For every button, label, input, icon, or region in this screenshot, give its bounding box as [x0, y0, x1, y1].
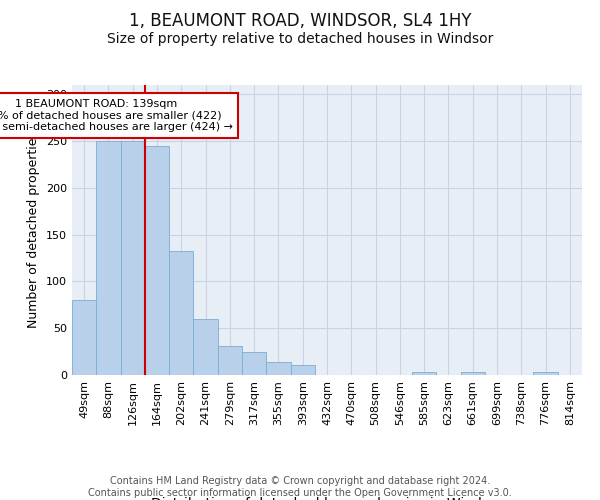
- X-axis label: Distribution of detached houses by size in Windsor: Distribution of detached houses by size …: [151, 497, 503, 500]
- Text: Contains HM Land Registry data © Crown copyright and database right 2024.
Contai: Contains HM Land Registry data © Crown c…: [88, 476, 512, 498]
- Bar: [169, 250, 193, 375]
- Y-axis label: Number of detached properties: Number of detached properties: [28, 132, 40, 328]
- Bar: [242, 352, 266, 375]
- Text: 1 BEAUMONT ROAD: 139sqm
← 50% of detached houses are smaller (422)
50% of semi-d: 1 BEAUMONT ROAD: 139sqm ← 50% of detache…: [0, 99, 233, 132]
- Bar: [72, 300, 96, 375]
- Bar: [533, 372, 558, 375]
- Bar: [121, 141, 145, 375]
- Bar: [218, 346, 242, 375]
- Bar: [96, 141, 121, 375]
- Text: 1, BEAUMONT ROAD, WINDSOR, SL4 1HY: 1, BEAUMONT ROAD, WINDSOR, SL4 1HY: [129, 12, 471, 30]
- Bar: [145, 146, 169, 375]
- Bar: [193, 319, 218, 375]
- Bar: [266, 362, 290, 375]
- Bar: [412, 372, 436, 375]
- Text: Size of property relative to detached houses in Windsor: Size of property relative to detached ho…: [107, 32, 493, 46]
- Bar: [290, 364, 315, 375]
- Bar: [461, 372, 485, 375]
